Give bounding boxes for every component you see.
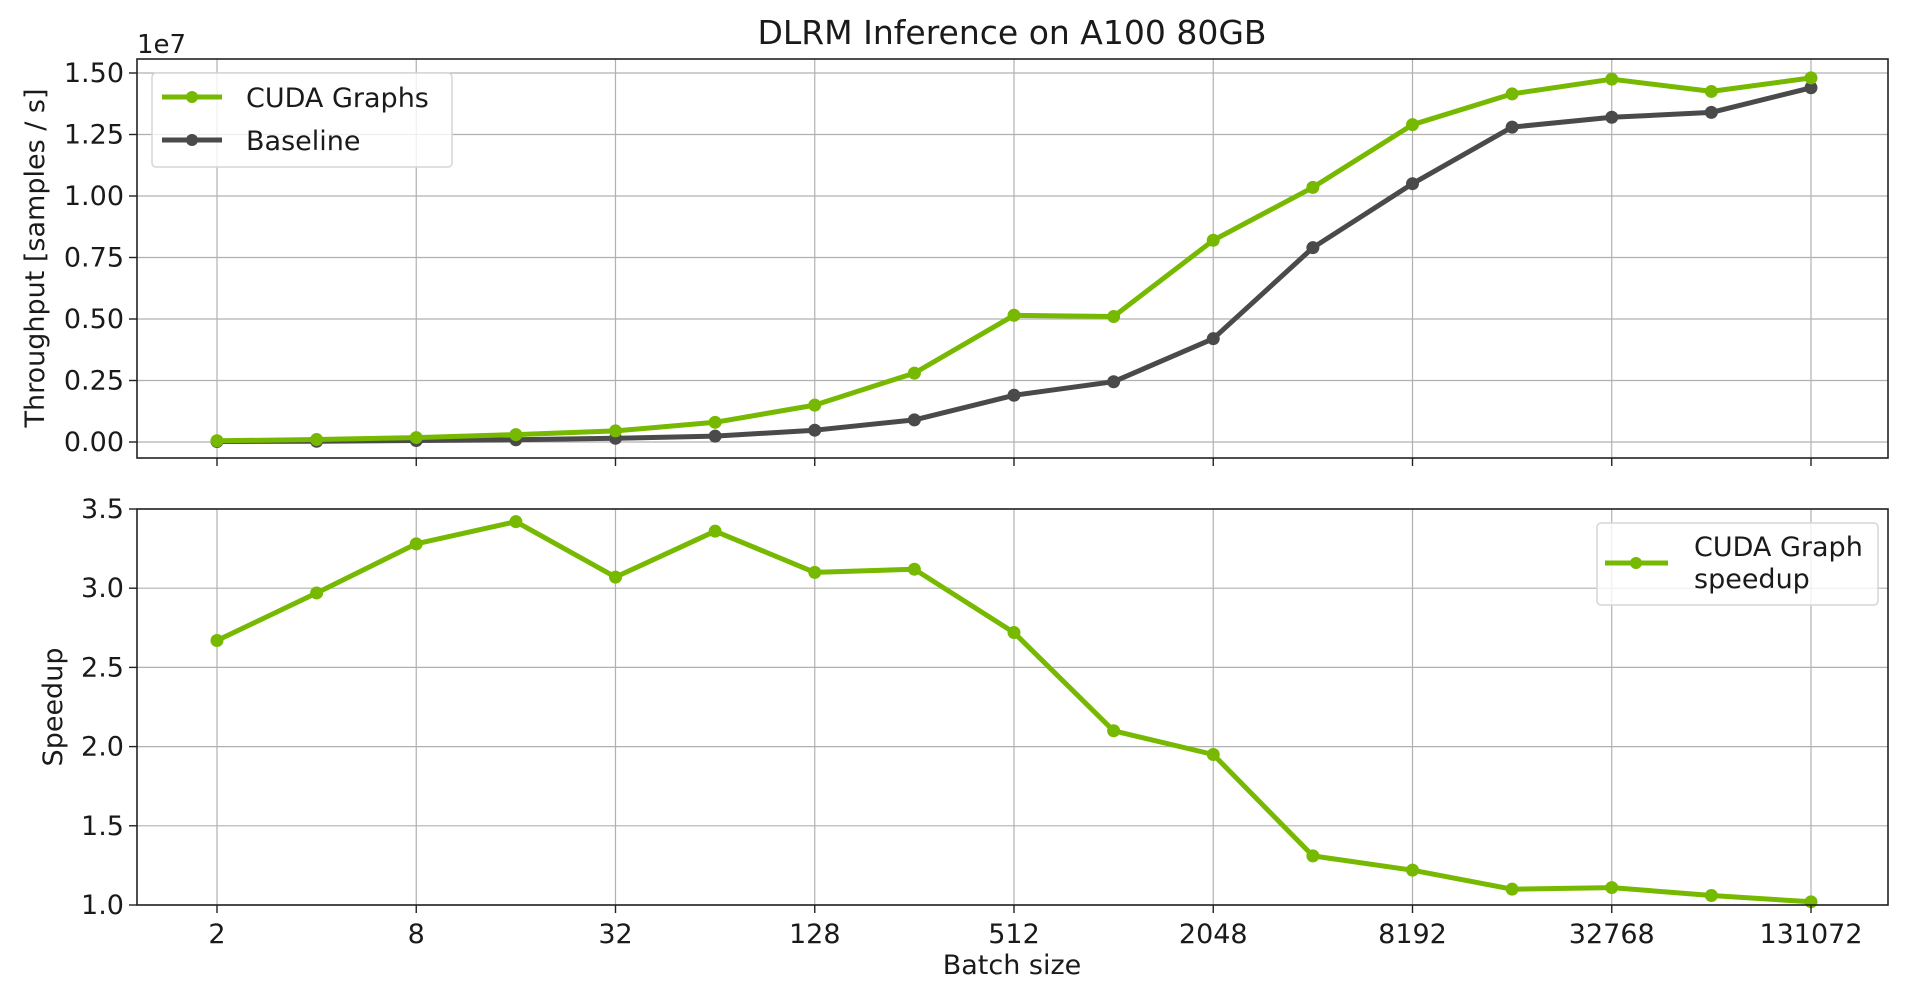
x-tick-label: 32768 [1569, 919, 1655, 950]
y-tick-label: 1.50 [64, 58, 124, 89]
x-tick-label: 2 [208, 919, 225, 950]
y-tick-label: 0.25 [64, 366, 124, 397]
data-point [808, 423, 822, 437]
x-tick-label: 2048 [1179, 919, 1248, 950]
chart-title: DLRM Inference on A100 80GB [757, 13, 1266, 52]
speedup-panel: 1.0 1.5 2.0 2.5 3.0 3.5 2 8 32 128 512 2048 8192 327… [38, 494, 1889, 981]
data-point [708, 524, 722, 538]
data-point [609, 570, 622, 584]
data-point [409, 537, 423, 551]
data-point [409, 431, 423, 445]
data-point [210, 633, 224, 647]
x-axis-label: Batch size [943, 950, 1082, 981]
y-tick-label: 1.0 [81, 890, 124, 921]
legend-marker-icon [186, 91, 198, 103]
y-tick-label: 0.50 [64, 304, 124, 335]
data-point [1107, 310, 1121, 324]
data-point [708, 429, 722, 443]
y-tick-label: 0.00 [64, 427, 124, 458]
x-tick-label: 512 [988, 919, 1040, 950]
data-point [1306, 241, 1320, 255]
series-group [210, 71, 1818, 449]
data-point [1206, 332, 1220, 346]
data-point [907, 366, 921, 380]
data-point [310, 433, 324, 447]
y-tick-label: 3.5 [81, 494, 124, 525]
x-axis [216, 458, 1812, 466]
data-point [1306, 180, 1320, 194]
data-point [1107, 375, 1121, 389]
legend: CUDA Graphs Baseline [151, 72, 453, 168]
plot-frame [136, 58, 1889, 459]
data-point [310, 586, 324, 600]
data-point [1704, 84, 1718, 98]
data-point [1605, 72, 1619, 86]
y-tick-label: 0.75 [64, 243, 124, 274]
data-point [1605, 881, 1619, 895]
data-point [907, 413, 921, 427]
x-tick-label: 8192 [1378, 919, 1447, 950]
data-point [1406, 177, 1419, 191]
data-point [1505, 882, 1519, 896]
data-point [1406, 863, 1419, 877]
data-point [1704, 105, 1718, 119]
y-tick-label: 1.25 [64, 120, 124, 151]
grid [137, 59, 1888, 458]
x-tick-label: 32 [598, 919, 632, 950]
data-point [1007, 388, 1021, 402]
y-tick-label: 2.0 [81, 732, 124, 763]
legend: CUDA Graph speedup [1596, 522, 1879, 606]
data-point [509, 515, 523, 529]
plot-frame [136, 508, 1889, 906]
data-point [708, 415, 722, 429]
x-axis: 2 8 32 128 512 2048 8192 32768 131072 [208, 905, 1863, 950]
data-point [1505, 87, 1519, 101]
y-tick-label: 1.5 [81, 811, 124, 842]
data-point [808, 565, 822, 579]
y-offset-label: 1e7 [137, 30, 186, 60]
data-point [1306, 849, 1320, 863]
x-tick-label: 8 [408, 919, 425, 950]
data-point [1605, 110, 1619, 124]
data-point [1007, 626, 1021, 640]
data-point [509, 428, 523, 442]
legend-label-baseline: Baseline [246, 126, 360, 157]
y-axis: 1.0 1.5 2.0 2.5 3.0 3.5 [81, 494, 137, 921]
y-axis: 0.00 0.25 0.50 0.75 1.00 1.25 1.50 [64, 58, 137, 458]
legend-marker-icon [186, 134, 198, 146]
data-point [609, 424, 622, 438]
data-point [1804, 81, 1818, 95]
data-point [1007, 308, 1021, 322]
x-tick-label: 128 [789, 919, 841, 950]
data-point [1505, 120, 1519, 134]
data-point [1206, 233, 1220, 247]
data-point [1704, 888, 1718, 902]
y-tick-label: 3.0 [81, 573, 124, 604]
y-tick-label: 2.5 [81, 652, 124, 683]
y-tick-label: 1.00 [64, 181, 124, 212]
data-point [1206, 748, 1220, 762]
legend-label-speedup-line2: speedup [1694, 564, 1810, 595]
data-point [1406, 118, 1419, 132]
data-point [1107, 724, 1121, 738]
data-point [1804, 71, 1818, 85]
legend-label-cuda-graphs: CUDA Graphs [246, 83, 429, 114]
data-point [907, 562, 921, 576]
legend-label-speedup-line1: CUDA Graph [1694, 532, 1863, 563]
y-axis-label: Throughput [samples / s] [20, 88, 51, 428]
legend-marker-icon [1630, 557, 1642, 569]
data-point [210, 434, 224, 448]
data-point [808, 398, 822, 412]
y-axis-label: Speedup [38, 648, 69, 767]
x-tick-label: 131072 [1759, 919, 1862, 950]
throughput-panel: DLRM Inference on A100 80GB 1e7 0.00 0.25… [20, 13, 1889, 466]
